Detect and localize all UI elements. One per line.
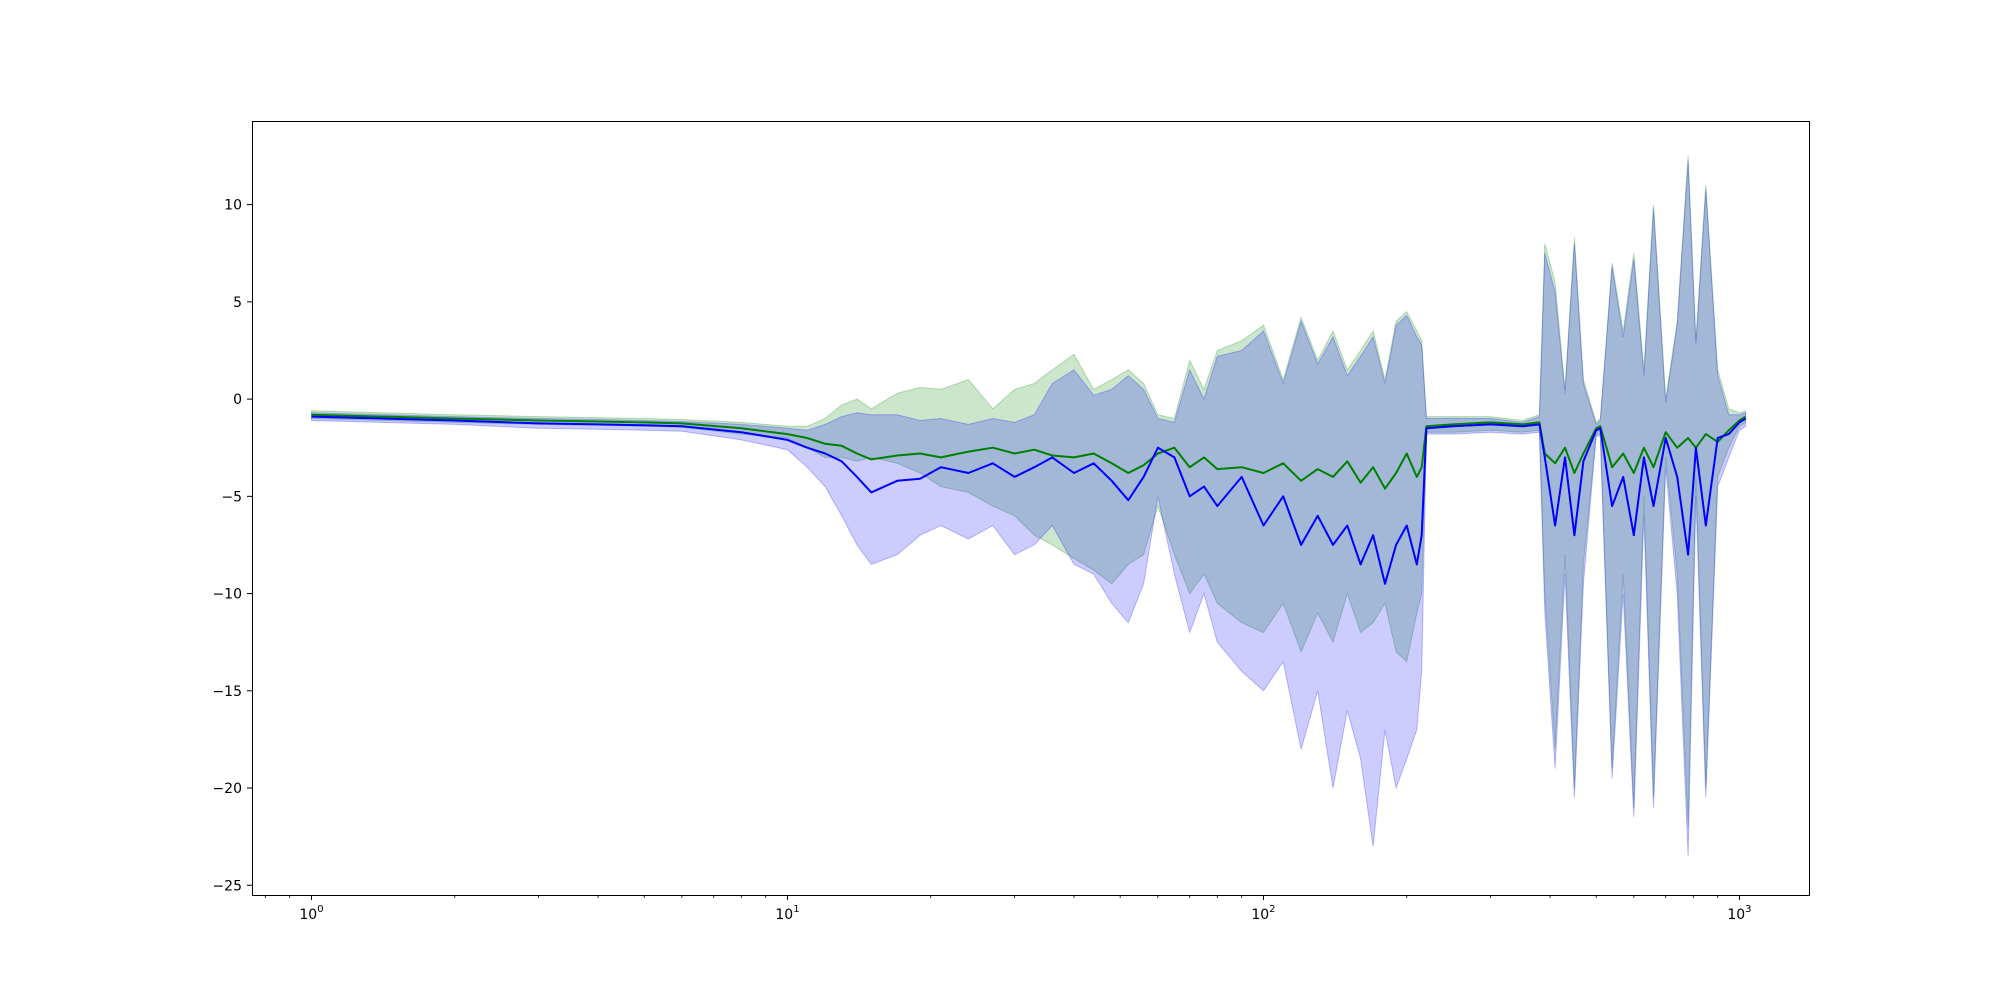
- y-tick-label: 10: [224, 198, 242, 214]
- y-tick-label: 0: [233, 392, 242, 408]
- y-axis: 10 5 0 −5 −10 −15 −20 −25: [212, 198, 252, 894]
- series-2-band: [311, 161, 1747, 857]
- x-tick-label: 101: [775, 904, 799, 923]
- series-2-line: [311, 415, 1747, 585]
- y-tick-label: −25: [212, 878, 242, 894]
- x-tick-label: 102: [1251, 904, 1275, 923]
- y-tick-label: −10: [212, 587, 242, 603]
- x-axis: 100 101 102 103: [264, 895, 1752, 923]
- plot-frame: [252, 121, 1810, 896]
- series-1-band: [311, 155, 1747, 827]
- x-tick-label: 103: [1727, 904, 1751, 923]
- x-tick-label: 100: [299, 904, 323, 923]
- y-tick-label: 5: [233, 295, 242, 311]
- series-1-line: [311, 413, 1747, 490]
- y-tick-label: −20: [212, 781, 242, 797]
- confidence-bands: [311, 155, 1747, 857]
- y-tick-label: −15: [212, 684, 242, 700]
- series-lines: [311, 413, 1747, 585]
- y-tick-label: −5: [221, 489, 242, 505]
